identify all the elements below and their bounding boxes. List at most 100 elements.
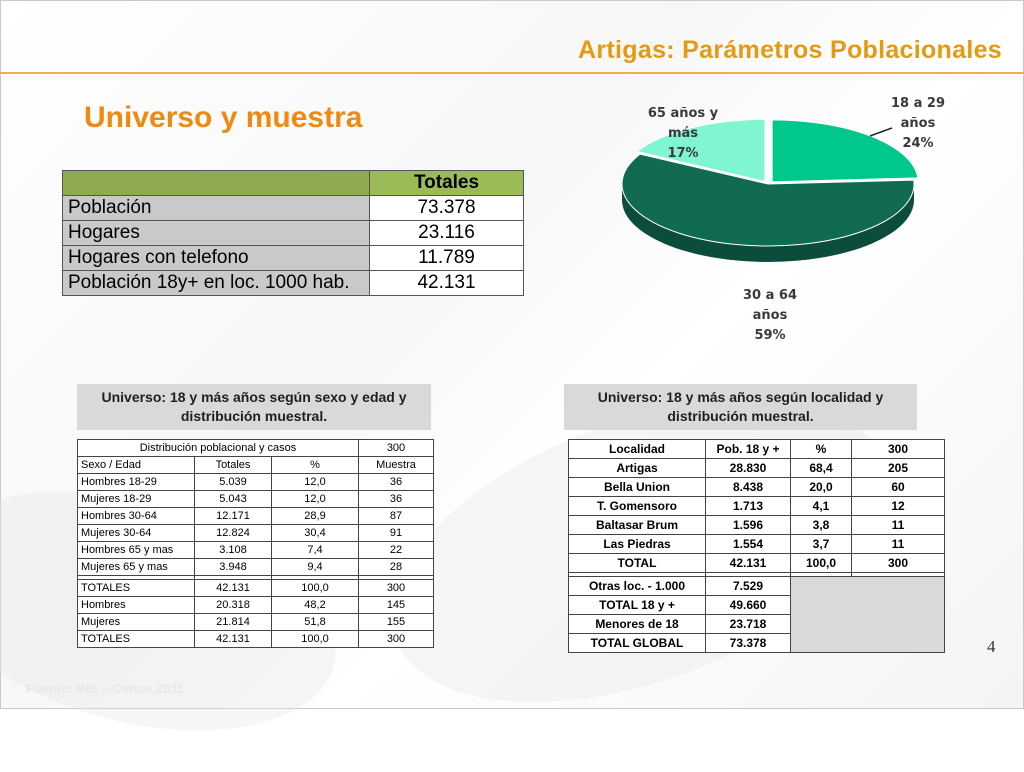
table-cell: 20,0 <box>790 477 852 497</box>
table-cell: Hombres <box>77 596 195 614</box>
table-cell: 7,4 <box>271 541 359 559</box>
table-row: Otras loc. - 1.000 7.529 <box>568 576 945 653</box>
table-cell: 12.171 <box>194 507 272 525</box>
row-value: 11.789 <box>369 245 524 271</box>
table-cell: 28 <box>358 558 434 576</box>
page-number: 4 <box>987 637 996 656</box>
table-cell: Artigas <box>568 458 706 478</box>
table-cell: 5.039 <box>194 473 272 491</box>
table-cell: 12,0 <box>271 490 359 508</box>
header-cell: Localidad <box>568 439 706 459</box>
locality-table: Localidad Pob. 18 y + % 300 Artigas 28.8… <box>568 439 945 653</box>
table-cell: Otras loc. - 1.000 <box>568 576 706 596</box>
table-cell: 28,9 <box>271 507 359 525</box>
table-cell: Menores de 18 <box>568 614 706 634</box>
table-cell: Mujeres 30-64 <box>77 524 195 542</box>
table-cell: 36 <box>358 473 434 491</box>
table-title-value: 300 <box>358 439 434 457</box>
table-cell: 1.554 <box>705 534 791 554</box>
table-cell: 100,0 <box>790 553 852 573</box>
table-cell: Hombres 30-64 <box>77 507 195 525</box>
table-header-row: Sexo / Edad Totales % Muestra <box>77 456 434 474</box>
table-cell: Bella Union <box>568 477 706 497</box>
table-row: Bella Union 8.438 20,0 60 <box>568 477 945 497</box>
table-cell: 1.713 <box>705 496 791 516</box>
table-cell: Mujeres 18-29 <box>77 490 195 508</box>
pie-slice <box>771 119 919 183</box>
table-cell: TOTALES <box>77 630 195 648</box>
pie-label-line: 18 a 29 <box>890 96 945 111</box>
table-row: Mujeres 30-64 12.824 30,4 91 <box>77 524 434 542</box>
pie-label-65-plus: 65 años y más 17% <box>640 104 726 164</box>
row-value: 42.131 <box>369 270 524 296</box>
table-cell: 145 <box>358 596 434 614</box>
header-cell: Sexo / Edad <box>77 456 195 474</box>
table-cell: 23.718 <box>705 614 791 634</box>
header-divider <box>0 72 1024 74</box>
table-cell: 300 <box>851 553 945 573</box>
row-label: Población <box>62 195 370 221</box>
header-blank-cell <box>62 170 370 196</box>
header-cell: % <box>271 456 359 474</box>
table-cell: Hombres 18-29 <box>77 473 195 491</box>
pie-label-line: 30 a 64 <box>742 288 797 303</box>
table-cell: Las Piedras <box>568 534 706 554</box>
table-cell: 7.529 <box>705 576 791 596</box>
table-cell: Mujeres 65 y mas <box>77 558 195 576</box>
table-row: TOTAL 18 y + 49.660 <box>568 595 945 615</box>
table-row: Mujeres 18-29 5.043 12,0 36 <box>77 490 434 508</box>
table-cell: TOTAL <box>568 553 706 573</box>
source-note: Fuente: INE – Censo 2011 <box>26 681 185 696</box>
pie-slice <box>621 153 915 247</box>
table-row: TOTALES 42.131 100,0 300 <box>77 579 434 597</box>
table-cell: 22 <box>358 541 434 559</box>
table-cell: 300 <box>358 630 434 648</box>
table-row: Mujeres 65 y mas 3.948 9,4 28 <box>77 558 434 576</box>
table-cell: 36 <box>358 490 434 508</box>
table-row: Hogares 23.116 <box>62 220 524 246</box>
table-cell: 3,8 <box>790 515 852 535</box>
pie-label-18-29: 18 a 29 años 24% <box>880 94 956 154</box>
table-row: Hombres 18-29 5.039 12,0 36 <box>77 473 434 491</box>
pie-leader-line <box>869 127 893 137</box>
table-cell: 11 <box>851 534 945 554</box>
grey-filler-cell <box>790 576 945 653</box>
table-cell: 48,2 <box>271 596 359 614</box>
row-value: 23.116 <box>369 220 524 246</box>
table-cell: TOTAL GLOBAL <box>568 633 706 653</box>
caption-locality: Universo: 18 y más años según localidad … <box>564 384 917 430</box>
pie-label-line: años <box>900 116 936 131</box>
table-row: Las Piedras 1.554 3,7 11 <box>568 534 945 554</box>
table-cell: TOTAL 18 y + <box>568 595 706 615</box>
table-title-row: Distribución poblacional y casos 300 <box>77 439 434 457</box>
table-cell: 100,0 <box>271 630 359 648</box>
table-cell: 1.596 <box>705 515 791 535</box>
population-summary-table: Totales Población 73.378 Hogares 23.116 … <box>62 170 524 296</box>
table-row: Hombres 30-64 12.171 28,9 87 <box>77 507 434 525</box>
table-header-row: Localidad Pob. 18 y + % 300 <box>568 439 945 459</box>
table-row: Menores de 18 23.718 <box>568 614 945 634</box>
table-cell: 4,1 <box>790 496 852 516</box>
table-cell: 3.108 <box>194 541 272 559</box>
table-row: TOTAL 42.131 100,0 300 <box>568 553 945 573</box>
table-row: Baltasar Brum 1.596 3,8 11 <box>568 515 945 535</box>
table-row: Hombres 20.318 48,2 145 <box>77 596 434 614</box>
table-cell: 100,0 <box>271 579 359 597</box>
table-cell: 42.131 <box>194 579 272 597</box>
table-cell: 51,8 <box>271 613 359 631</box>
caption-sex-age: Universo: 18 y más años según sexo y eda… <box>77 384 431 430</box>
pie-svg <box>621 118 919 262</box>
table-row: Población 18y+ en loc. 1000 hab. 42.131 <box>62 270 524 296</box>
table-cell: 205 <box>851 458 945 478</box>
table-cell: 11 <box>851 515 945 535</box>
table-row: Hogares con telefono 11.789 <box>62 245 524 271</box>
table-cell: 300 <box>358 579 434 597</box>
table-row: Mujeres 21.814 51,8 155 <box>77 613 434 631</box>
table-title: Distribución poblacional y casos <box>77 439 359 457</box>
table-row: TOTAL GLOBAL 73.378 <box>568 633 945 653</box>
row-label: Hogares con telefono <box>62 245 370 271</box>
table-cell: 87 <box>358 507 434 525</box>
header-title: Artigas: Parámetros Poblacionales <box>578 36 1002 64</box>
table-row: Población 73.378 <box>62 195 524 221</box>
table-row: TOTALES 42.131 100,0 300 <box>77 630 434 648</box>
